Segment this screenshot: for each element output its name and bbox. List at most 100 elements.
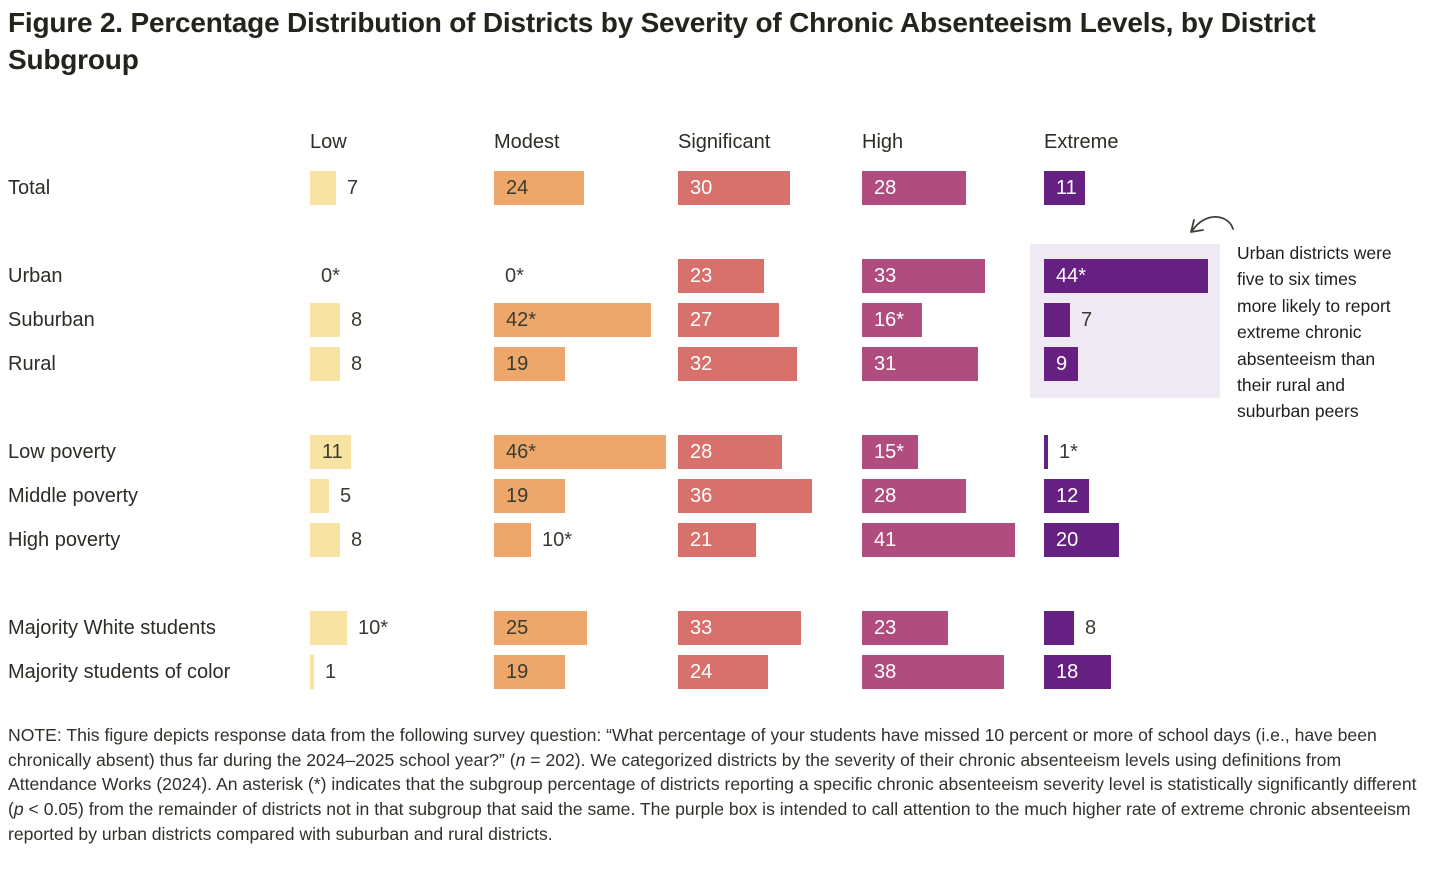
row-label-majority-white-students: Majority White students <box>8 617 216 639</box>
row-label-high-poverty: High poverty <box>8 529 121 551</box>
bar-value-rural-significant: 32 <box>690 353 713 375</box>
bar-total-low <box>310 171 336 205</box>
bar-value-majority-students-of-color-low: 1 <box>325 661 337 683</box>
bar-value-rural-modest: 19 <box>506 353 529 375</box>
bar-low-poverty-low <box>310 435 351 469</box>
bar-value-urban-low: 0* <box>321 265 340 287</box>
column-header-modest: Modest <box>494 131 560 153</box>
row-label-suburban: Suburban <box>8 309 95 331</box>
figure-title-text: Percentage Distribution of Districts by … <box>8 7 1316 75</box>
bar-majority-students-of-color-modest <box>494 655 565 689</box>
bar-middle-poverty-extreme <box>1044 479 1089 513</box>
bar-majority-students-of-color-high <box>862 655 1004 689</box>
annotation-arrow-icon <box>1190 215 1234 233</box>
bar-value-majority-students-of-color-high: 38 <box>874 661 897 683</box>
bar-majority-students-of-color-low <box>310 655 314 689</box>
row-label-majority-students-of-color: Majority students of color <box>8 661 231 683</box>
bar-rural-modest <box>494 347 565 381</box>
figure-note: NOTE: This figure depicts response data … <box>8 723 1422 847</box>
bar-value-majority-students-of-color-significant: 24 <box>690 661 713 683</box>
bar-total-significant <box>678 171 790 205</box>
bar-high-poverty-extreme <box>1044 523 1119 557</box>
annotation-text: Urban districts were five to six times m… <box>1237 243 1392 422</box>
bar-majority-students-of-color-extreme <box>1044 655 1111 689</box>
note-italic-symbol: n <box>515 749 526 770</box>
bar-low-poverty-modest <box>494 435 666 469</box>
bar-value-high-poverty-extreme: 20 <box>1056 529 1079 551</box>
bar-rural-significant <box>678 347 797 381</box>
bar-total-extreme <box>1044 171 1085 205</box>
bar-value-majority-students-of-color-modest: 19 <box>506 661 529 683</box>
bar-middle-poverty-significant <box>678 479 812 513</box>
bar-rural-low <box>310 347 340 381</box>
bar-majority-white-students-extreme <box>1044 611 1074 645</box>
bar-value-majority-white-students-low: 10* <box>358 617 389 639</box>
bar-value-high-poverty-low: 8 <box>351 529 363 551</box>
bar-total-high <box>862 171 966 205</box>
bar-value-total-low: 7 <box>347 177 359 199</box>
bar-high-poverty-significant <box>678 523 756 557</box>
bar-suburban-high <box>862 303 922 337</box>
bar-middle-poverty-modest <box>494 479 565 513</box>
bar-high-poverty-high <box>862 523 1015 557</box>
bar-urban-extreme <box>1044 259 1208 293</box>
bar-low-poverty-significant <box>678 435 782 469</box>
bar-value-high-poverty-significant: 21 <box>690 529 713 551</box>
row-label-total: Total <box>8 177 51 199</box>
column-header-low: Low <box>310 131 347 153</box>
bar-rural-extreme <box>1044 347 1078 381</box>
bar-value-middle-poverty-low: 5 <box>340 485 352 507</box>
bar-value-high-poverty-modest: 10* <box>542 529 573 551</box>
note-italic-symbol: p <box>13 799 24 820</box>
bar-value-rural-extreme: 9 <box>1056 353 1068 375</box>
column-header-extreme: Extreme <box>1044 131 1119 153</box>
bar-value-total-modest: 24 <box>506 177 529 199</box>
bar-suburban-extreme <box>1044 303 1070 337</box>
bar-suburban-modest <box>494 303 651 337</box>
note-text-segment: < 0.05) from the remainder of districts … <box>8 799 1411 844</box>
bar-majority-white-students-significant <box>678 611 801 645</box>
bar-value-majority-white-students-high: 23 <box>874 617 897 639</box>
note-text-segment: = 202). We categorized districts by the … <box>8 749 1417 820</box>
row-label-rural: Rural <box>8 353 56 375</box>
bar-value-low-poverty-extreme: 1* <box>1059 441 1078 463</box>
bar-high-poverty-low <box>310 523 340 557</box>
column-header-significant: Significant <box>678 131 771 153</box>
bar-value-low-poverty-low: 11 <box>322 441 343 463</box>
bar-value-total-high: 28 <box>874 177 897 199</box>
bar-value-middle-poverty-extreme: 12 <box>1056 485 1079 507</box>
bar-value-suburban-extreme: 7 <box>1081 309 1093 331</box>
bar-value-rural-low: 8 <box>351 353 363 375</box>
bar-value-urban-significant: 23 <box>690 265 713 287</box>
bar-value-urban-modest: 0* <box>505 265 524 287</box>
bar-value-suburban-low: 8 <box>351 309 363 331</box>
row-label-low-poverty: Low poverty <box>8 441 116 463</box>
row-label-urban: Urban <box>8 265 63 287</box>
bar-value-urban-high: 33 <box>874 265 897 287</box>
bar-low-poverty-extreme <box>1044 435 1048 469</box>
bar-majority-white-students-low <box>310 611 347 645</box>
bar-value-low-poverty-modest: 46* <box>506 441 537 463</box>
bar-middle-poverty-low <box>310 479 329 513</box>
bar-value-low-poverty-high: 15* <box>874 441 905 463</box>
bar-suburban-significant <box>678 303 779 337</box>
bar-value-middle-poverty-modest: 19 <box>506 485 529 507</box>
bar-value-majority-students-of-color-extreme: 18 <box>1056 661 1079 683</box>
bar-value-majority-white-students-significant: 33 <box>690 617 713 639</box>
figure-number-label: Figure 2. <box>8 7 123 38</box>
row-label-middle-poverty: Middle poverty <box>8 485 139 507</box>
bar-value-suburban-modest: 42* <box>506 309 537 331</box>
bar-majority-white-students-modest <box>494 611 587 645</box>
bar-value-suburban-significant: 27 <box>690 309 713 331</box>
bar-total-modest <box>494 171 584 205</box>
bar-value-urban-extreme: 44* <box>1056 265 1087 287</box>
bar-middle-poverty-high <box>862 479 966 513</box>
column-header-high: High <box>862 131 904 153</box>
bar-majority-white-students-high <box>862 611 948 645</box>
bar-value-high-poverty-high: 41 <box>874 529 897 551</box>
bar-value-total-extreme: 11 <box>1056 177 1077 199</box>
bar-value-rural-high: 31 <box>874 353 897 375</box>
figure-title: Figure 2. Percentage Distribution of Dis… <box>8 4 1416 78</box>
bar-low-poverty-high <box>862 435 918 469</box>
